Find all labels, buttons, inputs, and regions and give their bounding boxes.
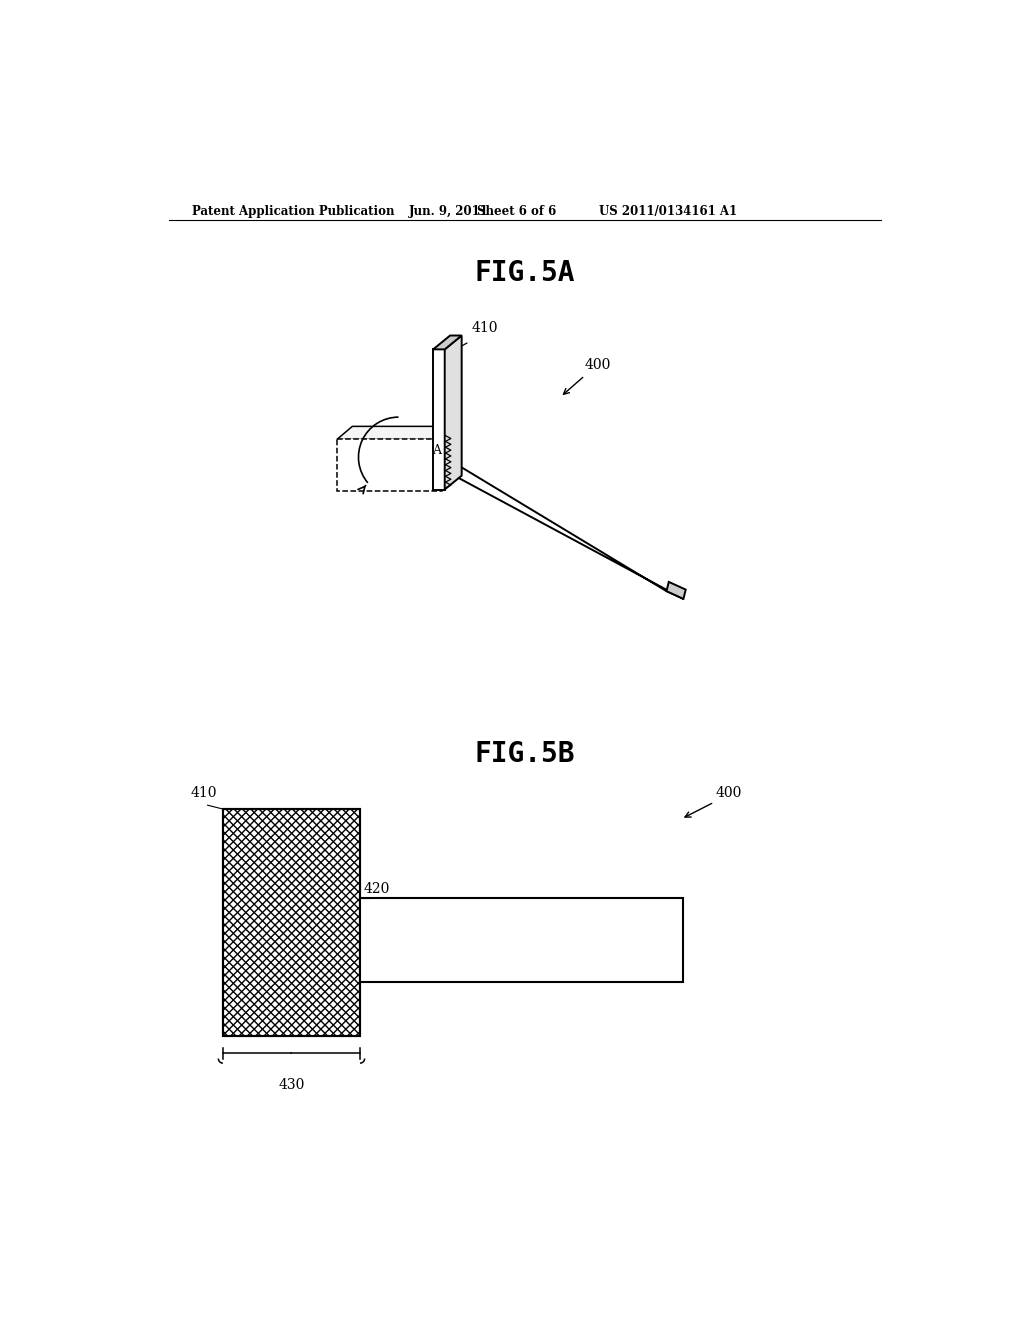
Bar: [223, 809, 360, 1036]
Text: FIG.5A: FIG.5A: [474, 259, 575, 286]
Text: 430: 430: [279, 1077, 305, 1092]
Text: 400: 400: [585, 359, 611, 372]
Bar: [223, 809, 360, 1036]
Text: 420: 420: [364, 882, 390, 896]
Polygon shape: [444, 457, 683, 599]
Text: Sheet 6 of 6: Sheet 6 of 6: [477, 205, 556, 218]
Text: US 2011/0134161 A1: US 2011/0134161 A1: [599, 205, 737, 218]
Bar: [360, 898, 683, 982]
Text: 410: 410: [190, 785, 217, 800]
Polygon shape: [337, 426, 458, 440]
Polygon shape: [667, 582, 686, 599]
Polygon shape: [337, 440, 442, 491]
Polygon shape: [433, 335, 462, 350]
Text: A: A: [432, 445, 441, 458]
Text: 410: 410: [472, 322, 498, 335]
Text: 400: 400: [716, 785, 742, 800]
Polygon shape: [444, 335, 462, 490]
Polygon shape: [433, 350, 444, 490]
Text: Patent Application Publication: Patent Application Publication: [193, 205, 394, 218]
Text: Jun. 9, 2011: Jun. 9, 2011: [410, 205, 489, 218]
Text: FIG.5B: FIG.5B: [474, 739, 575, 768]
